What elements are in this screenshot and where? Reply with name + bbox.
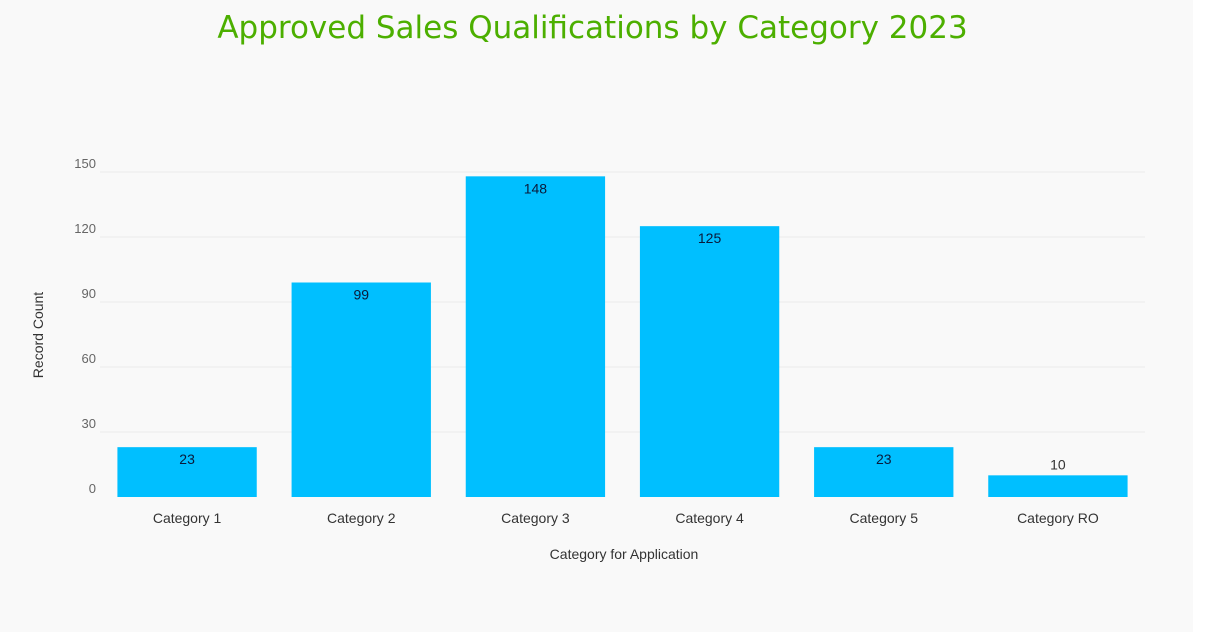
y-tick-label: 150: [74, 156, 96, 171]
y-tick-label: 120: [74, 221, 96, 236]
data-label: 99: [353, 287, 369, 303]
bar[interactable]: [639, 226, 780, 497]
bar[interactable]: [465, 176, 606, 498]
x-tick-label: Category 5: [850, 510, 919, 526]
data-labels: 23 99 148 125 23 10: [179, 180, 1066, 472]
data-label: 148: [524, 180, 548, 196]
x-tick-label: Category 3: [501, 510, 570, 526]
y-tick-label: 90: [82, 286, 96, 301]
x-tick-label: Category 4: [675, 510, 744, 526]
chart-title: Approved Sales Qualifications by Categor…: [217, 10, 968, 46]
y-axis-ticks: 0 30 60 90 120 150: [74, 156, 96, 496]
x-tick-label: Category RO: [1017, 510, 1099, 526]
y-tick-label: 30: [82, 416, 96, 431]
y-tick-label: 0: [89, 481, 96, 496]
bar[interactable]: [117, 447, 257, 497]
bar[interactable]: [988, 475, 1128, 497]
x-tick-label: Category 2: [327, 510, 396, 526]
gridlines: [100, 171, 1145, 433]
data-label: 23: [876, 451, 892, 467]
bars: [117, 176, 1128, 498]
chart-panel: Approved Sales Qualifications by Categor…: [30, 10, 1145, 562]
data-label: 125: [698, 230, 722, 246]
x-tick-label: Category 1: [153, 510, 222, 526]
x-axis-label: Category for Application: [550, 546, 699, 562]
x-axis-ticks: Category 1 Category 2 Category 3 Category 4…: [153, 510, 1099, 526]
data-label: 23: [179, 451, 195, 467]
y-tick-label: 60: [82, 351, 96, 366]
bar[interactable]: [291, 282, 431, 498]
data-label: 10: [1050, 456, 1066, 472]
bar[interactable]: [814, 447, 954, 497]
y-axis-label: Record Count: [30, 292, 46, 378]
